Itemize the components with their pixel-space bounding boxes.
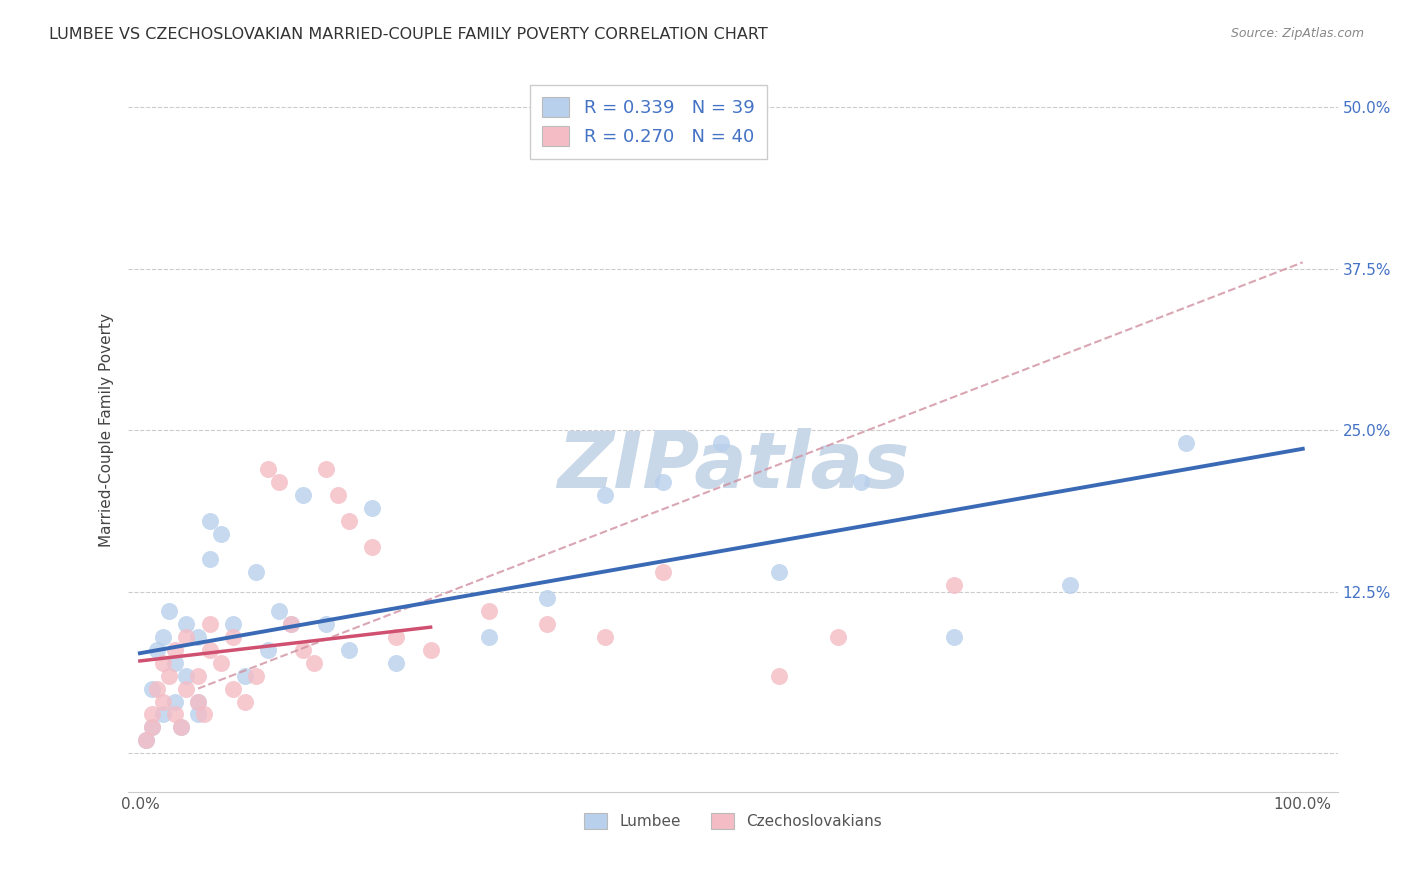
- Point: [304, 656, 326, 670]
- Point: [315, 462, 337, 476]
- Point: [768, 566, 790, 580]
- Point: [141, 720, 163, 734]
- Point: [245, 669, 267, 683]
- Point: [198, 514, 221, 528]
- Point: [157, 669, 180, 683]
- Point: [135, 733, 157, 747]
- Point: [176, 630, 198, 644]
- Point: [209, 656, 232, 670]
- Point: [315, 617, 337, 632]
- Point: [187, 694, 209, 708]
- Point: [233, 694, 256, 708]
- Point: [141, 720, 163, 734]
- Point: [198, 617, 221, 632]
- Point: [942, 630, 965, 644]
- Point: [146, 681, 169, 696]
- Point: [176, 617, 198, 632]
- Point: [222, 681, 245, 696]
- Point: [245, 566, 267, 580]
- Point: [152, 707, 174, 722]
- Point: [209, 526, 232, 541]
- Point: [337, 643, 360, 657]
- Point: [536, 591, 558, 606]
- Point: [187, 669, 209, 683]
- Point: [361, 540, 384, 554]
- Point: [163, 694, 186, 708]
- Point: [280, 617, 302, 632]
- Point: [326, 488, 349, 502]
- Point: [942, 578, 965, 592]
- Point: [187, 707, 209, 722]
- Point: [478, 630, 501, 644]
- Point: [256, 643, 278, 657]
- Point: [152, 630, 174, 644]
- Point: [1059, 578, 1081, 592]
- Point: [593, 630, 616, 644]
- Point: [176, 669, 198, 683]
- Point: [187, 630, 209, 644]
- Point: [652, 566, 675, 580]
- Point: [193, 707, 215, 722]
- Point: [163, 656, 186, 670]
- Point: [198, 643, 221, 657]
- Point: [163, 707, 186, 722]
- Point: [536, 617, 558, 632]
- Point: [384, 630, 406, 644]
- Point: [233, 669, 256, 683]
- Point: [1175, 436, 1198, 450]
- Point: [593, 488, 616, 502]
- Point: [269, 475, 291, 489]
- Legend: Lumbee, Czechoslovakians: Lumbee, Czechoslovakians: [578, 806, 889, 835]
- Y-axis label: Married-Couple Family Poverty: Married-Couple Family Poverty: [100, 313, 114, 547]
- Point: [135, 733, 157, 747]
- Point: [384, 656, 406, 670]
- Point: [419, 643, 441, 657]
- Text: ZIPatlas: ZIPatlas: [557, 428, 910, 504]
- Point: [256, 462, 278, 476]
- Point: [198, 552, 221, 566]
- Point: [478, 604, 501, 618]
- Point: [163, 643, 186, 657]
- Point: [141, 707, 163, 722]
- Point: [768, 669, 790, 683]
- Point: [169, 720, 191, 734]
- Point: [222, 630, 245, 644]
- Point: [169, 720, 191, 734]
- Point: [361, 500, 384, 515]
- Point: [146, 643, 169, 657]
- Point: [652, 475, 675, 489]
- Point: [152, 694, 174, 708]
- Text: LUMBEE VS CZECHOSLOVAKIAN MARRIED-COUPLE FAMILY POVERTY CORRELATION CHART: LUMBEE VS CZECHOSLOVAKIAN MARRIED-COUPLE…: [49, 27, 768, 42]
- Point: [827, 630, 849, 644]
- Point: [710, 436, 733, 450]
- Point: [157, 604, 180, 618]
- Point: [141, 681, 163, 696]
- Point: [187, 694, 209, 708]
- Point: [280, 617, 302, 632]
- Point: [337, 514, 360, 528]
- Point: [152, 656, 174, 670]
- Point: [222, 617, 245, 632]
- Point: [291, 643, 314, 657]
- Point: [176, 681, 198, 696]
- Point: [269, 604, 291, 618]
- Point: [849, 475, 872, 489]
- Point: [291, 488, 314, 502]
- Text: Source: ZipAtlas.com: Source: ZipAtlas.com: [1230, 27, 1364, 40]
